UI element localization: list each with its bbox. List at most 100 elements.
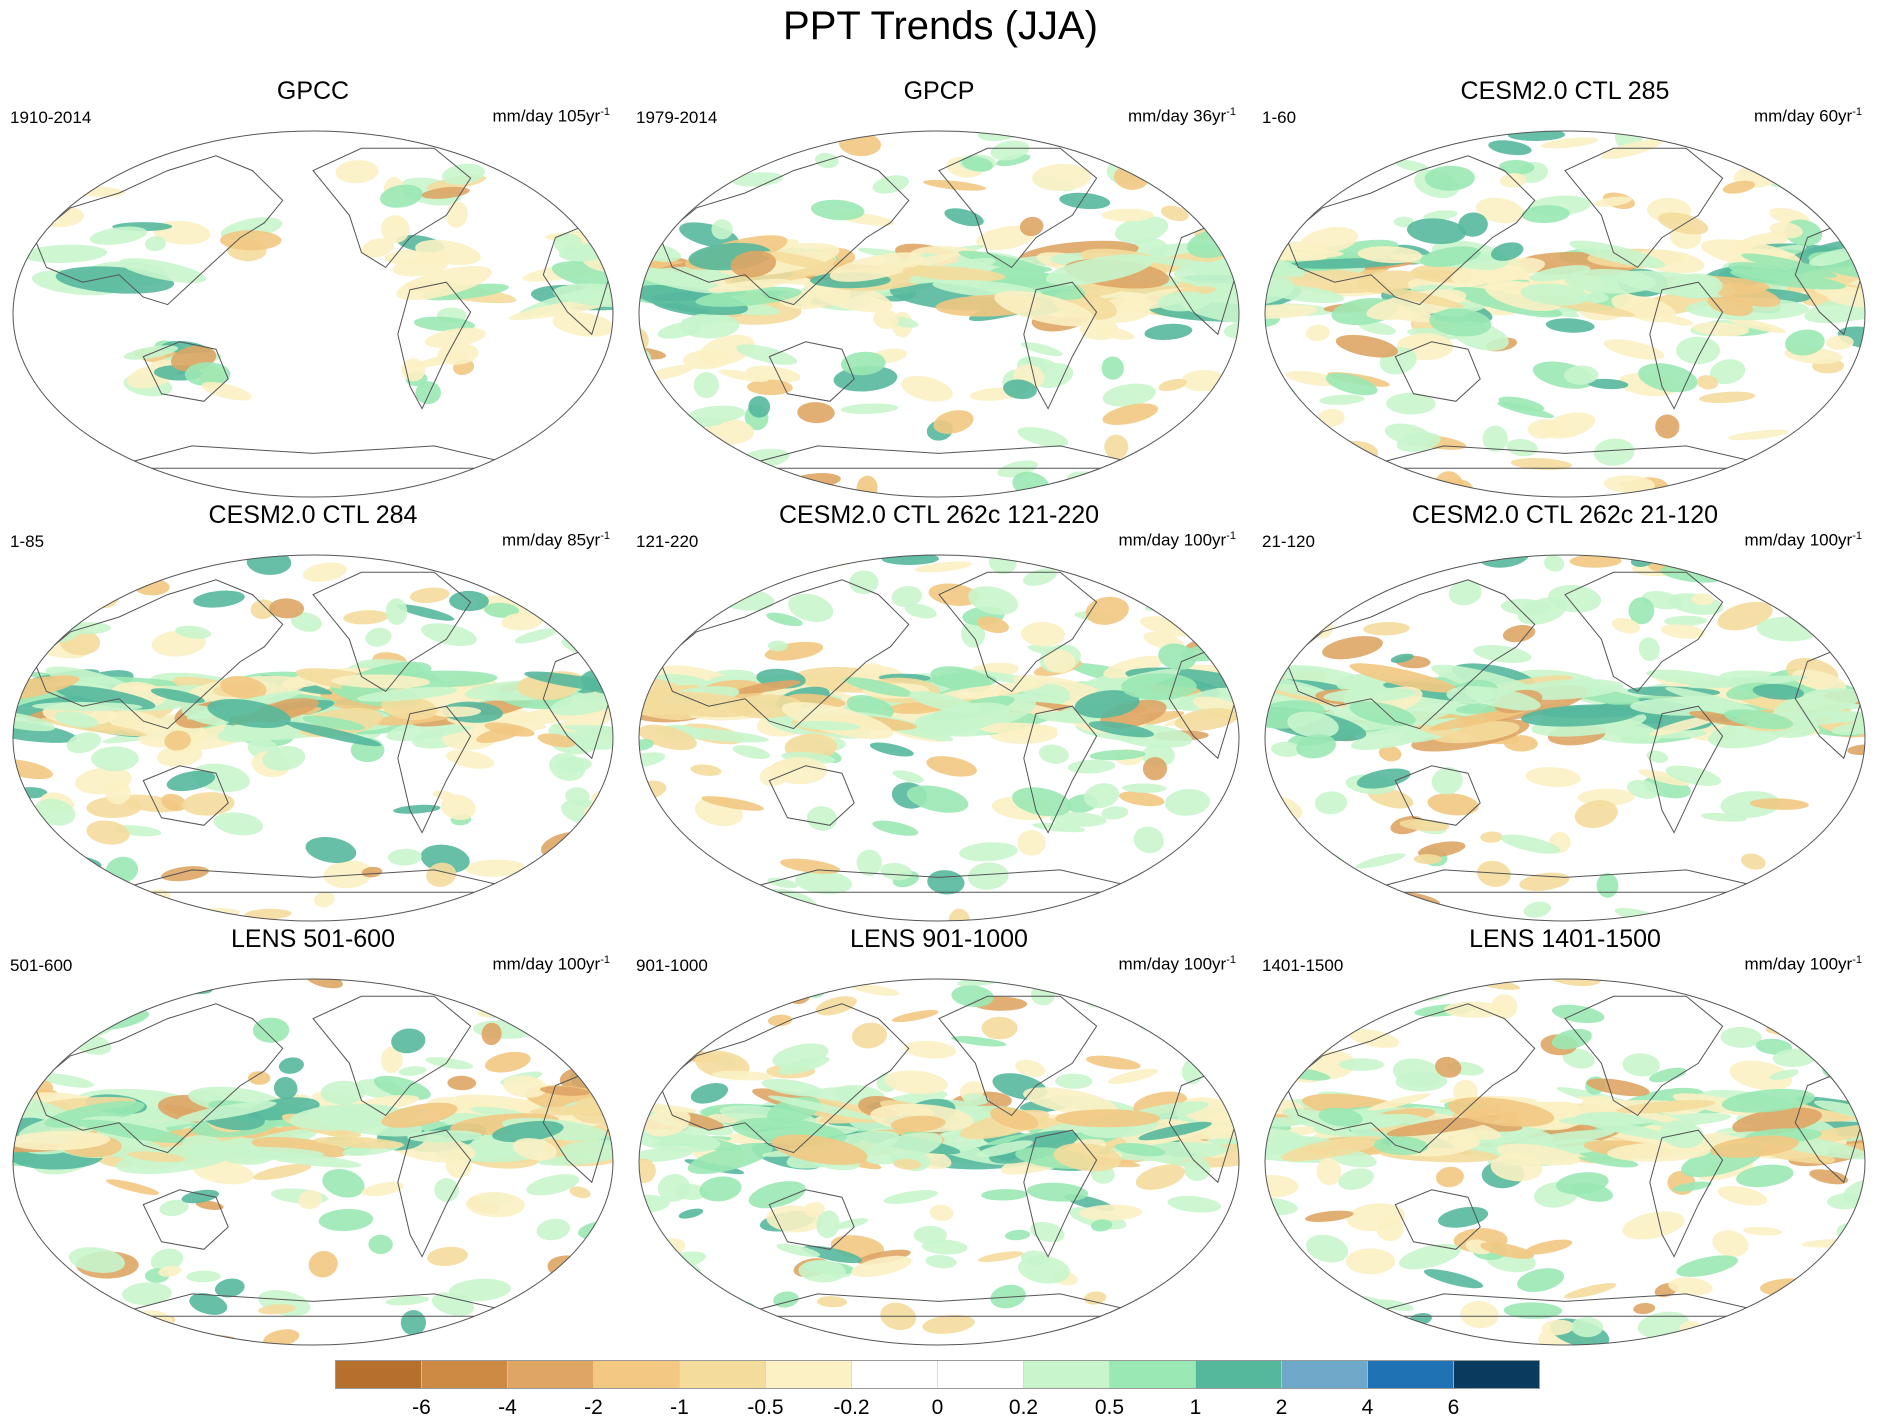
trend-blob (1736, 1164, 1794, 1188)
colorbar-swatch (1023, 1360, 1110, 1389)
trend-blob (1784, 470, 1825, 496)
trend-blob (914, 561, 973, 573)
trend-blob (556, 1004, 613, 1019)
trend-blob (816, 1210, 840, 1239)
trend-blob (718, 369, 769, 382)
trend-blob (398, 1066, 427, 1076)
trend-blob (425, 1057, 474, 1070)
trend-blob (1427, 793, 1479, 816)
trend-blob (1373, 1136, 1429, 1155)
trend-blob (1158, 643, 1197, 671)
trend-blob (247, 1071, 271, 1085)
trend-blob (682, 349, 732, 370)
trend-blob (1429, 707, 1530, 731)
trend-blob (441, 163, 485, 185)
trend-blob (501, 612, 544, 631)
trend-blob (1363, 621, 1410, 636)
trend-blob (967, 862, 1009, 890)
trend-blob (922, 1314, 975, 1334)
trend-blob (872, 820, 919, 836)
trend-blob (278, 1057, 304, 1074)
trend-blob (1464, 686, 1541, 711)
trend-blob (1831, 720, 1865, 735)
trend-blob (1164, 789, 1211, 816)
coastline (1023, 281, 1098, 410)
trend-blob (1638, 363, 1698, 393)
trend-blob (565, 787, 590, 806)
trend-blob (822, 555, 859, 567)
trend-blob (1646, 669, 1733, 687)
trend-blob (244, 908, 292, 920)
trend-blob (1627, 779, 1660, 799)
trend-blob (13, 675, 80, 703)
trend-blob (305, 979, 343, 989)
trend-blob (761, 1078, 824, 1097)
coastline (33, 1003, 284, 1154)
trend-blob (1574, 800, 1618, 829)
trend-blob (1327, 163, 1353, 184)
trend-blob (166, 770, 216, 792)
trend-blob (1406, 218, 1467, 245)
trend-blob (1074, 690, 1140, 719)
panel-title: LENS 501-600 (230, 925, 395, 953)
trend-blob (1276, 1325, 1312, 1340)
trend-blob (732, 172, 784, 187)
trend-blob (484, 602, 520, 618)
trend-blob (121, 1282, 172, 1306)
trend-blob (1309, 852, 1346, 875)
trend-blob (884, 1070, 948, 1095)
trend-blob (1313, 898, 1345, 911)
trend-blob (1692, 322, 1749, 337)
trend-blob (1005, 1229, 1031, 1241)
trend-blob (803, 1202, 825, 1218)
trend-blob (446, 750, 495, 769)
trend-blob (1133, 826, 1164, 854)
trend-blob (305, 837, 357, 863)
trend-blob (323, 860, 373, 889)
trend-blob (1364, 572, 1387, 584)
trend-blob (437, 343, 479, 365)
trend-blob (308, 1250, 338, 1278)
trend-blob (32, 701, 143, 712)
trend-blob (1368, 1093, 1431, 1111)
trend-blob (977, 1251, 1024, 1263)
trend-blob (1079, 1204, 1143, 1221)
coastline (1285, 155, 1536, 306)
map-border (12, 554, 614, 922)
trend-blob (1785, 329, 1825, 356)
trend-blob (1801, 854, 1854, 883)
trend-blob (1349, 701, 1416, 726)
panel-title: CESM2.0 CTL 262c 121-220 (778, 501, 1100, 529)
trend-blob (1710, 1135, 1799, 1158)
coastline (312, 571, 472, 693)
coastline (33, 579, 284, 730)
colorbar-swatch (1281, 1360, 1368, 1389)
trend-blob (1727, 429, 1790, 441)
trend-blob (1085, 1055, 1141, 1070)
trend-blob (933, 682, 1045, 700)
map-border (12, 978, 614, 1346)
trend-blob (1477, 860, 1511, 887)
colorbar-swatch (421, 1360, 508, 1389)
trend-blob (1680, 555, 1702, 565)
trend-blob (1717, 1185, 1768, 1206)
trend-blob (1045, 254, 1154, 286)
trend-blob (990, 1284, 1026, 1309)
trend-blob (1302, 858, 1340, 873)
trend-blob (1539, 979, 1602, 987)
trend-blob (263, 1329, 300, 1345)
trend-blob (816, 1296, 848, 1308)
trend-blob (1322, 636, 1383, 660)
trend-blob (1772, 1048, 1816, 1068)
trend-blob (1178, 1315, 1219, 1338)
trend-blob (1770, 172, 1828, 188)
trend-blob (1730, 269, 1846, 290)
trend-blob (1672, 556, 1706, 567)
trend-blob (1628, 597, 1655, 625)
trend-blob (1792, 669, 1847, 692)
trend-blob (1265, 382, 1297, 408)
trend-blob (643, 1108, 691, 1137)
trend-blob (640, 555, 700, 580)
trend-field (23, 147, 613, 469)
trend-blob (661, 1262, 702, 1286)
